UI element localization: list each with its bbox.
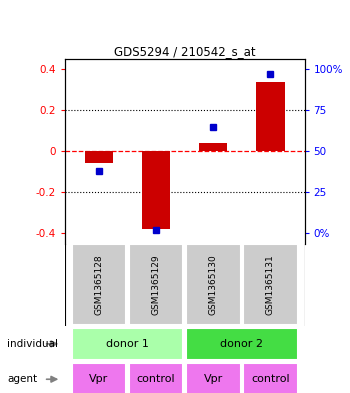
Text: donor 1: donor 1 — [106, 339, 149, 349]
Bar — [256, 81, 285, 151]
Bar — [129, 363, 183, 393]
Text: GSM1365131: GSM1365131 — [266, 255, 275, 315]
Bar — [72, 363, 126, 393]
Text: GSM1365130: GSM1365130 — [209, 255, 218, 315]
Text: GSM1365128: GSM1365128 — [94, 255, 104, 315]
Title: GDS5294 / 210542_s_at: GDS5294 / 210542_s_at — [114, 45, 256, 58]
Text: Vpr: Vpr — [89, 374, 108, 384]
Bar — [199, 143, 228, 151]
Bar — [243, 363, 298, 393]
Text: control: control — [251, 374, 289, 384]
Text: Vpr: Vpr — [204, 374, 223, 384]
Text: control: control — [137, 374, 175, 384]
Text: agent: agent — [7, 374, 37, 384]
Text: donor 2: donor 2 — [220, 339, 263, 349]
Bar — [186, 363, 240, 393]
Bar — [72, 328, 183, 360]
Bar — [129, 244, 183, 325]
Text: GSM1365129: GSM1365129 — [152, 255, 161, 315]
Text: individual: individual — [7, 339, 58, 349]
Bar — [186, 244, 240, 325]
Bar — [85, 151, 113, 163]
Bar — [186, 328, 298, 360]
Bar — [72, 244, 126, 325]
Bar — [142, 151, 170, 229]
Bar — [243, 244, 298, 325]
